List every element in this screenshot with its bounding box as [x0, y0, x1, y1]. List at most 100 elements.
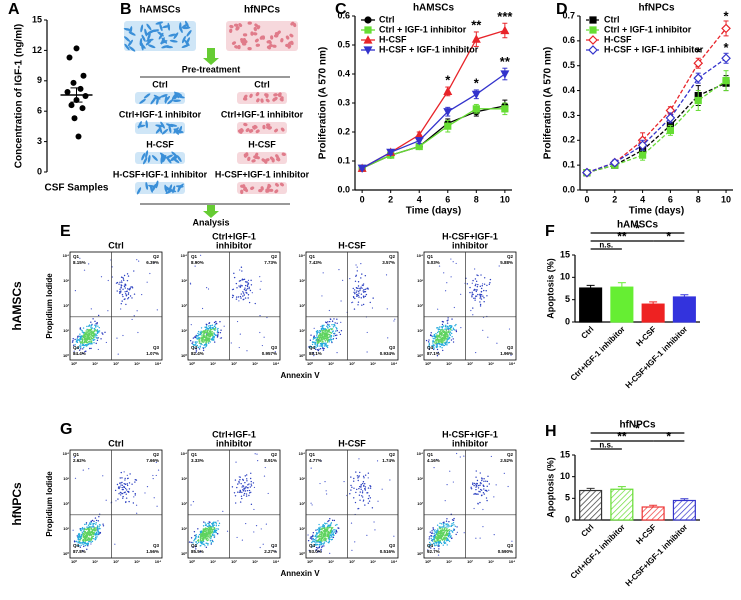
- flow-dot: [366, 331, 368, 334]
- flow-dot: [275, 550, 277, 552]
- flow-dot: [111, 266, 113, 268]
- cell: [238, 130, 243, 134]
- flow-dot: [146, 486, 149, 488]
- cell: [147, 154, 151, 163]
- flow-dot: [202, 530, 204, 533]
- flow-dot: [95, 324, 97, 327]
- flow-dot: [90, 321, 92, 323]
- x-tick-label: 10: [721, 194, 731, 204]
- flow-dot: [211, 338, 213, 341]
- flow-dot: [327, 520, 329, 523]
- flow-dot: [484, 489, 487, 492]
- flow-dot: [333, 534, 335, 537]
- flow-dot: [479, 295, 482, 297]
- flow-dot: [87, 329, 89, 331]
- flow-dot: [318, 538, 321, 541]
- flow-dot: [313, 327, 315, 329]
- flow-dot: [118, 493, 120, 495]
- flow-dot: [92, 524, 94, 526]
- tick-label: 10³: [488, 361, 494, 366]
- flow-dot: [207, 528, 210, 531]
- flow-dot: [377, 500, 379, 502]
- flow-dot: [471, 296, 473, 298]
- marker: [637, 140, 648, 151]
- flow-dot: [195, 347, 197, 350]
- flow-dot: [438, 548, 440, 550]
- y-tick-label: 5: [565, 493, 570, 503]
- flow-dot: [84, 341, 86, 343]
- flow-dot: [235, 461, 237, 463]
- flow-dot: [320, 343, 323, 345]
- flow-dot: [192, 542, 194, 544]
- flow-dot: [193, 344, 195, 347]
- flow-dot: [252, 482, 255, 484]
- plot-title: H-CSF: [338, 438, 366, 448]
- flow-dot: [80, 544, 82, 547]
- flow-dot: [452, 519, 455, 522]
- flow-dot: [87, 524, 90, 526]
- flow-dot: [124, 479, 126, 481]
- flow-dot: [445, 532, 448, 534]
- flow-dot: [216, 336, 219, 338]
- flow-dot: [261, 344, 263, 347]
- flow-dot: [196, 344, 199, 347]
- flow-dot: [343, 480, 345, 483]
- flow-dot: [326, 336, 328, 338]
- flow-dot: [353, 289, 356, 291]
- quadrant-label: Q4: [309, 543, 316, 548]
- x-tick-label: H-CSF: [634, 522, 658, 546]
- flow-dot: [90, 534, 93, 536]
- flow-dot: [325, 331, 327, 333]
- flow-dot: [447, 532, 449, 535]
- flow-dot: [124, 483, 127, 485]
- flow-dot: [364, 275, 367, 277]
- flow-dot: [240, 293, 242, 295]
- flow-dot: [84, 338, 86, 340]
- flow-dot: [333, 531, 335, 533]
- flow-dot: [204, 527, 207, 529]
- flow-dot: [433, 536, 435, 538]
- flow-dot: [238, 480, 240, 483]
- flow-dot: [479, 537, 481, 539]
- flow-dot: [311, 541, 313, 544]
- flow-dot: [253, 508, 255, 511]
- flow-dot: [431, 335, 433, 337]
- cell: [251, 159, 256, 163]
- y-tick-label: 15: [32, 14, 42, 24]
- flow-dot: [451, 522, 453, 525]
- flow-dot: [246, 285, 249, 288]
- flow-dot: [207, 342, 210, 344]
- flow-dot: [360, 293, 363, 295]
- flow-dot: [98, 326, 100, 329]
- flow-dot: [442, 334, 445, 336]
- flow-dot: [336, 352, 338, 354]
- flow-dot: [354, 501, 357, 504]
- flow-dot: [234, 495, 237, 497]
- flow-dot: [136, 512, 138, 514]
- flow-dot: [331, 328, 334, 330]
- flow-dot: [213, 328, 215, 331]
- tick-label: 10³: [299, 278, 305, 283]
- flow-dot: [447, 336, 449, 338]
- flow-dot: [486, 485, 488, 488]
- flow-dot: [155, 474, 157, 477]
- flow-dot: [432, 337, 434, 340]
- flow-dot: [128, 482, 131, 484]
- flow-dot: [321, 295, 323, 297]
- flow-dot: [241, 270, 243, 272]
- flow-dot: [102, 523, 104, 525]
- plot-title: Ctrl+IGF-1: [212, 231, 256, 241]
- legend-label: Ctrl: [604, 14, 620, 24]
- tick-label: 10¹: [417, 526, 423, 531]
- flow-dot: [330, 523, 332, 525]
- flow-dot: [117, 498, 119, 500]
- flow-dot: [130, 286, 132, 288]
- flow-dot: [316, 333, 318, 335]
- flow-dot: [325, 330, 327, 332]
- tick-label: 10¹: [328, 559, 334, 564]
- column-label: hAMSCs: [139, 5, 181, 16]
- flow-dot: [451, 537, 453, 540]
- flow-dot: [244, 475, 246, 477]
- flow-dot: [362, 481, 365, 483]
- flow-dot: [192, 337, 195, 339]
